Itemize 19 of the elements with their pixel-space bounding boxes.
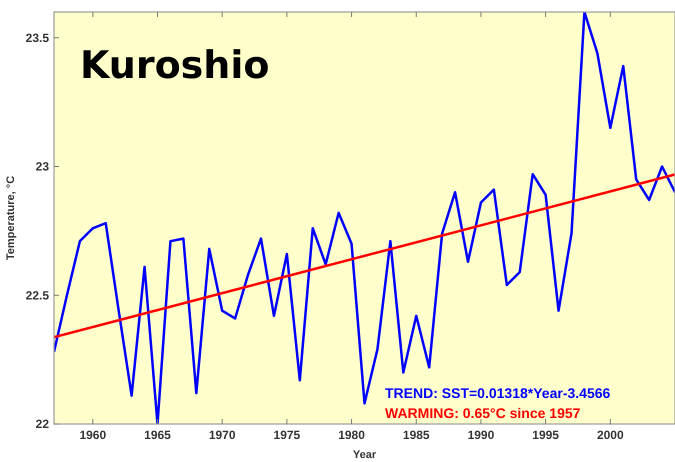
line-series (54, 12, 675, 424)
annotation: WARMING: 0.65°C since 1957 (385, 405, 581, 421)
x-tick-label: 1970 (208, 428, 236, 442)
annotation: TREND: SST=0.01318*Year-3.4566 (385, 385, 611, 401)
x-tick-label: 1975 (274, 428, 301, 442)
x-tick-label: 1990 (468, 428, 495, 442)
x-tick-label: 1980 (338, 428, 366, 442)
x-axis-title: Year (352, 449, 377, 461)
y-tick-label: 22 (36, 417, 50, 431)
x-tick-label: 1985 (402, 428, 430, 442)
y-tick-label: 23.5 (26, 30, 50, 45)
x-tick-label: 1995 (532, 428, 560, 442)
x-tick-label: 1960 (79, 428, 106, 442)
y-axis-title: Temperature, °C (5, 176, 17, 260)
y-tick-label: 22.5 (26, 288, 50, 302)
x-tick-label: 1965 (144, 428, 172, 442)
text: Kuroshio (80, 43, 270, 87)
y-tick-label: 23 (36, 160, 50, 174)
x-tick-label: 2000 (596, 428, 624, 442)
